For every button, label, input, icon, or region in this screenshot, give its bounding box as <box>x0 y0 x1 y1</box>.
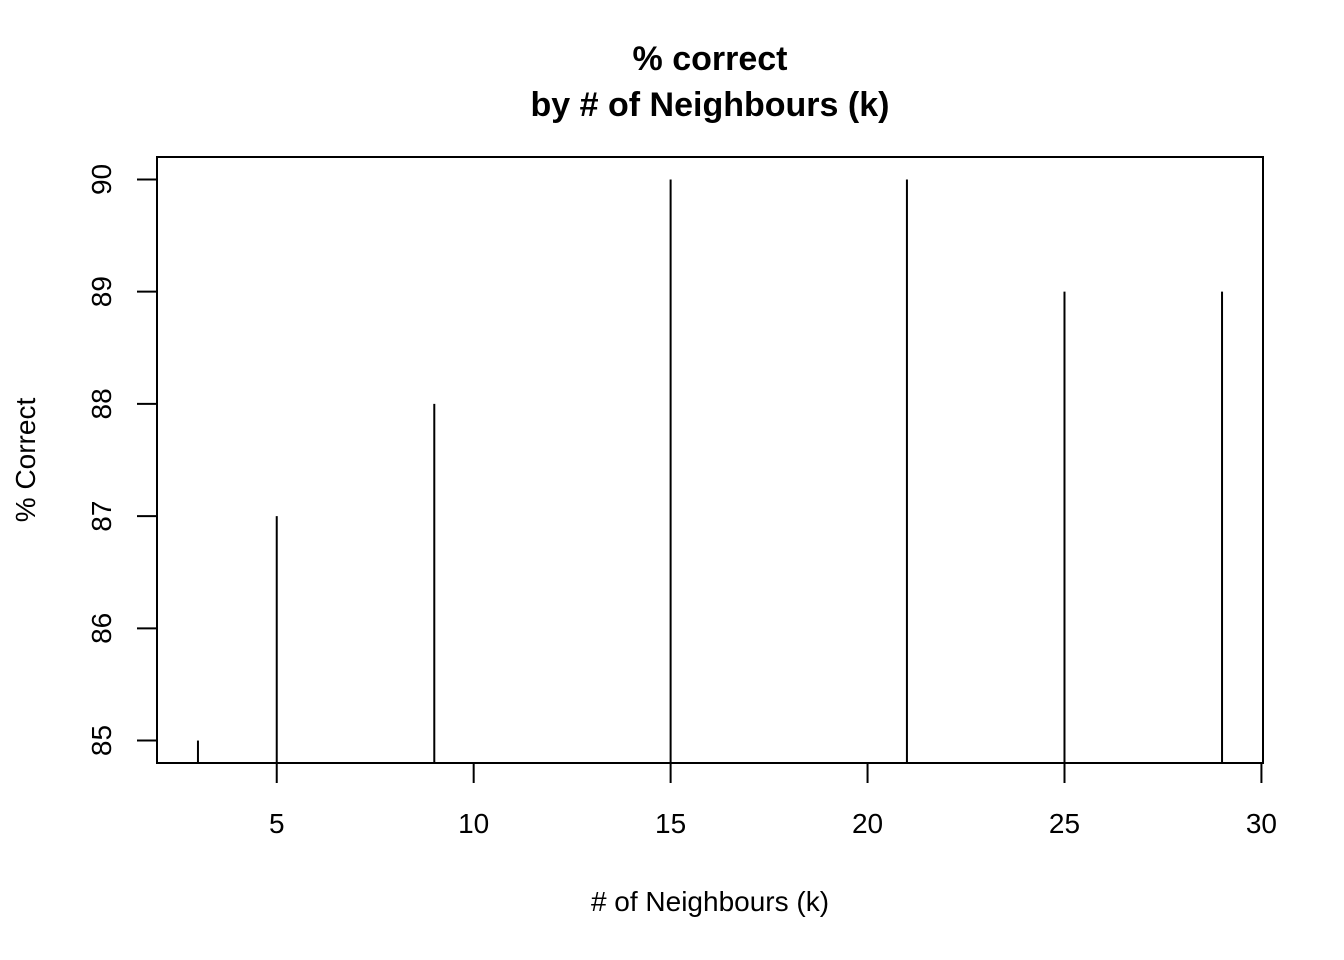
y-tick-label: 85 <box>86 725 117 756</box>
x-tick-label: 25 <box>1049 808 1080 839</box>
x-axis-label: # of Neighbours (k) <box>591 886 829 917</box>
y-axis: 85 86 87 88 89 90 <box>86 164 158 756</box>
plot-frame <box>156 156 1264 764</box>
chart-title: % correct <box>633 40 788 78</box>
x-axis: 5 10 15 20 25 30 <box>269 762 1277 839</box>
y-tick-label: 88 <box>86 388 117 419</box>
x-tick-label: 15 <box>655 808 686 839</box>
y-tick-label: 89 <box>86 276 117 307</box>
x-tick-label: 5 <box>269 808 285 839</box>
x-tick-label: 30 <box>1246 808 1277 839</box>
x-tick-label: 20 <box>852 808 883 839</box>
x-tick-label: 10 <box>458 808 489 839</box>
y-axis-label: % Correct <box>10 398 41 523</box>
y-tick-label: 87 <box>86 501 117 532</box>
y-tick-label: 86 <box>86 613 117 644</box>
chart-subtitle: by # of Neighbours (k) <box>531 86 890 124</box>
y-tick-label: 90 <box>86 164 117 195</box>
